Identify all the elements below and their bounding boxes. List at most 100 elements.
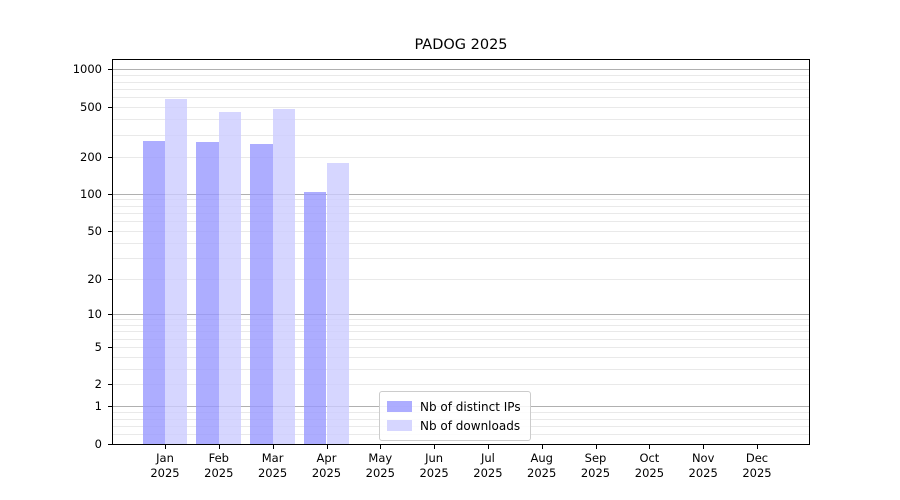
y-tick-label: 50 <box>87 223 102 238</box>
y-tick-label: 1000 <box>72 62 102 77</box>
x-tick-mark <box>595 445 597 449</box>
x-label-year: 2025 <box>742 466 772 480</box>
legend-item-distinct-ips: Nb of distinct IPs <box>387 397 521 416</box>
bar-jan-downloads <box>165 98 188 444</box>
y-tick-label: 0 <box>94 437 102 451</box>
x-tick-mark <box>218 445 220 449</box>
minor-gridline <box>113 346 809 348</box>
x-tick-mark <box>380 445 382 449</box>
x-label-month: Jul <box>480 451 495 465</box>
y-tick-label: 500 <box>80 99 102 114</box>
legend-label-downloads: Nb of downloads <box>420 418 521 433</box>
x-label-year: 2025 <box>204 466 234 480</box>
legend-swatch-downloads <box>387 420 412 431</box>
minor-gridline <box>113 324 809 326</box>
x-label-month: Aug <box>530 451 553 465</box>
x-tick-label-oct: Oct 2025 <box>617 451 681 481</box>
x-tick-label-may: May 2025 <box>348 451 412 481</box>
x-label-month: Sep <box>584 451 607 465</box>
minor-gridline <box>113 81 809 83</box>
y-tick-label: 100 <box>80 186 102 201</box>
minor-gridline <box>113 278 809 280</box>
x-tick-label-jan: Jan 2025 <box>133 451 197 481</box>
minor-gridline <box>113 242 809 244</box>
x-tick-mark <box>326 445 328 449</box>
y-tick-label: 5 <box>94 339 102 354</box>
x-label-month: Apr <box>316 451 337 465</box>
minor-gridline <box>113 119 809 120</box>
bar-mar-distinct-ips <box>250 144 273 444</box>
x-label-year: 2025 <box>150 466 180 480</box>
x-label-month: Jun <box>425 451 444 465</box>
minor-gridline <box>113 88 809 90</box>
x-label-year: 2025 <box>473 466 503 480</box>
x-label-month: May <box>368 451 393 465</box>
bar-feb-distinct-ips <box>196 141 219 444</box>
x-tick-mark <box>541 445 543 449</box>
x-label-month: Feb <box>208 451 229 465</box>
minor-gridline <box>113 106 809 108</box>
x-tick-label-apr: Apr 2025 <box>295 451 359 481</box>
minor-gridline <box>113 356 809 358</box>
minor-gridline <box>113 384 809 386</box>
y-tick-mark <box>108 193 112 195</box>
minor-gridline <box>113 205 809 207</box>
y-tick-mark <box>108 106 112 108</box>
x-label-year: 2025 <box>527 466 557 480</box>
x-label-year: 2025 <box>311 466 342 480</box>
plot-area: Nb of distinct IPs Nb of downloads <box>112 59 810 445</box>
bar-feb-downloads <box>218 112 242 444</box>
minor-gridline <box>113 221 809 223</box>
x-label-month: Jan <box>156 451 174 465</box>
x-tick-label-jun: Jun 2025 <box>402 451 466 481</box>
y-tick-mark <box>108 314 112 315</box>
bar-apr-distinct-ips <box>304 191 327 444</box>
minor-gridline <box>113 97 809 99</box>
x-tick-mark <box>757 445 758 449</box>
y-tick-label: 10 <box>87 307 102 321</box>
x-tick-mark <box>703 445 705 449</box>
x-tick-label-feb: Feb 2025 <box>187 451 251 481</box>
x-label-year: 2025 <box>365 466 395 480</box>
minor-gridline <box>113 257 809 259</box>
x-tick-mark <box>434 445 436 449</box>
minor-gridline <box>113 212 809 214</box>
y-tick-mark <box>108 444 112 445</box>
y-tick-mark <box>108 346 112 348</box>
y-tick-mark <box>108 230 112 232</box>
y-tick-label: 1 <box>94 399 102 414</box>
x-label-month: Dec <box>745 451 769 465</box>
chart-title: PADOG 2025 <box>414 37 508 53</box>
x-tick-mark <box>165 445 166 449</box>
minor-gridline <box>113 134 809 136</box>
x-tick-label-jul: Jul 2025 <box>456 451 520 481</box>
minor-gridline <box>113 230 809 232</box>
minor-gridline <box>113 338 809 340</box>
minor-gridline <box>113 156 809 158</box>
x-tick-mark <box>649 445 651 449</box>
y-tick-label: 20 <box>87 271 102 286</box>
minor-gridline <box>113 319 809 321</box>
x-label-year: 2025 <box>419 466 449 480</box>
minor-gridline <box>113 368 809 370</box>
minor-gridline <box>113 75 809 77</box>
legend-swatch-distinct-ips <box>387 401 412 412</box>
x-tick-label-dec: Dec 2025 <box>725 451 789 481</box>
x-label-year: 2025 <box>634 466 665 480</box>
x-tick-mark <box>487 445 489 449</box>
bar-mar-downloads <box>272 108 295 444</box>
x-tick-label-sep: Sep 2025 <box>564 451 628 481</box>
x-label-month: Nov <box>691 451 715 465</box>
x-label-month: Oct <box>639 451 660 465</box>
major-gridline <box>113 314 809 315</box>
y-tick-mark <box>108 278 112 280</box>
y-tick-mark <box>108 406 112 408</box>
x-label-year: 2025 <box>257 466 288 480</box>
legend-label-distinct-ips: Nb of distinct IPs <box>420 399 521 414</box>
y-tick-label: 200 <box>80 149 102 164</box>
x-label-month: Mar <box>261 451 284 465</box>
y-tick-mark <box>108 384 112 386</box>
x-tick-label-aug: Aug 2025 <box>510 451 574 481</box>
x-tick-label-mar: Mar 2025 <box>241 451 305 481</box>
